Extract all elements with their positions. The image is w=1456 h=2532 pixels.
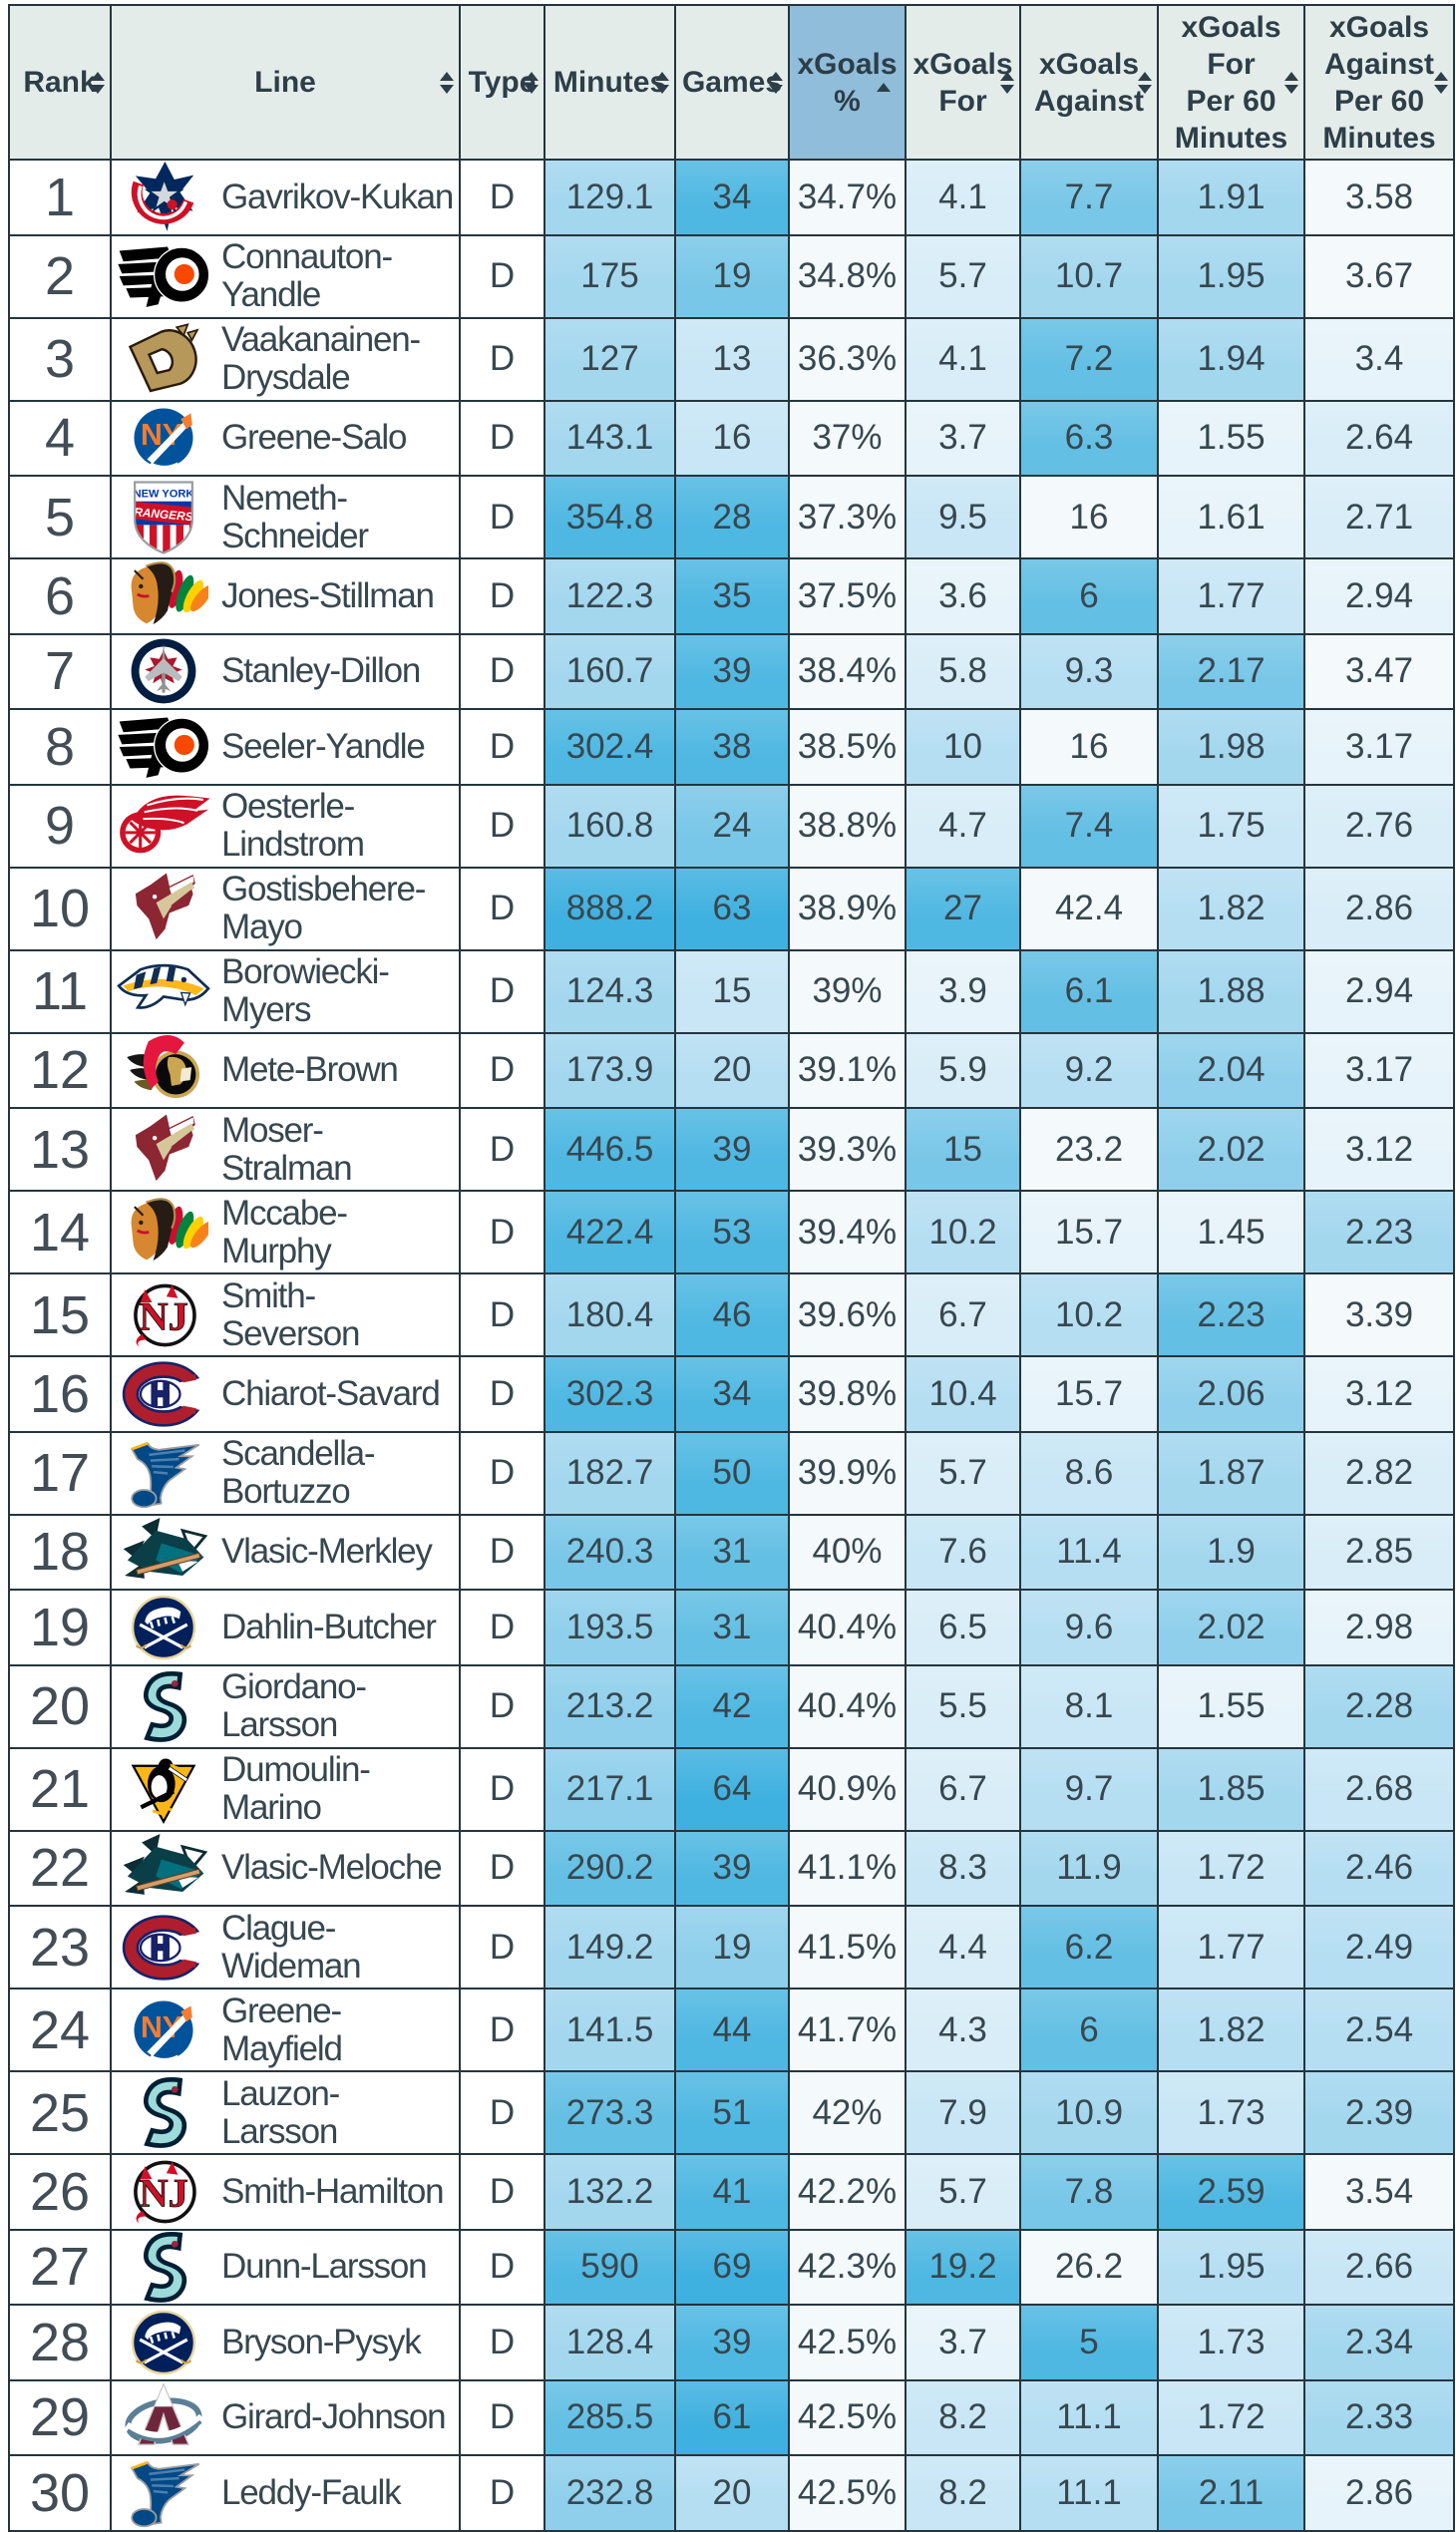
svg-text:NEW YORK: NEW YORK xyxy=(134,488,194,500)
svg-text:RANGERS: RANGERS xyxy=(134,505,193,524)
svg-text:NJ: NJ xyxy=(140,1293,188,1338)
svg-text:NJ: NJ xyxy=(140,2170,188,2215)
